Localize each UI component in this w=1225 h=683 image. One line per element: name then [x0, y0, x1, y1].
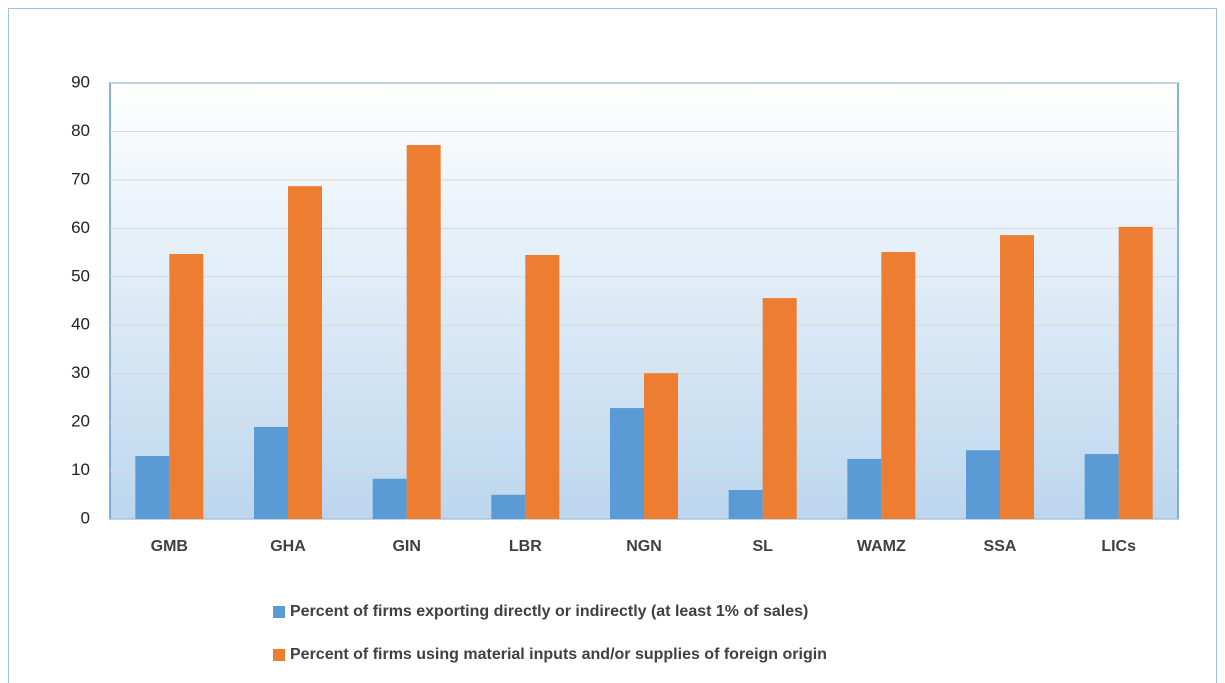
legend-label: Percent of firms exporting directly or i…	[290, 603, 808, 620]
legend-swatch	[273, 649, 285, 661]
y-tick-label: 40	[71, 315, 90, 334]
bar	[169, 254, 204, 519]
y-tick-label: 20	[71, 412, 90, 431]
bar	[288, 186, 322, 520]
y-tick-label: 10	[71, 460, 90, 479]
legend-swatch	[273, 606, 285, 618]
bar	[644, 373, 678, 519]
bar	[966, 450, 1000, 519]
x-tick-label: LBR	[509, 538, 542, 555]
x-tick-label: LICs	[1101, 538, 1136, 555]
bar	[525, 254, 560, 519]
x-tick-label: SSA	[984, 538, 1017, 555]
y-tick-label: 50	[71, 266, 90, 285]
y-tick-label: 80	[71, 121, 90, 140]
legend-label: Percent of firms using material inputs a…	[290, 646, 827, 663]
x-tick-label: NGN	[626, 538, 662, 555]
x-tick-label: WAMZ	[857, 538, 906, 555]
bar	[610, 408, 644, 519]
y-tick-label: 60	[71, 218, 90, 237]
x-tick-label: GHA	[270, 538, 306, 555]
bar	[762, 298, 797, 519]
bar	[254, 426, 288, 519]
bar	[847, 458, 882, 519]
bar	[1084, 454, 1119, 519]
x-tick-label: SL	[752, 538, 773, 555]
bar	[372, 478, 407, 519]
bar	[1000, 235, 1034, 520]
bar	[135, 456, 170, 519]
bar	[881, 252, 916, 519]
y-tick-label: 70	[71, 169, 90, 188]
y-tick-label: 30	[71, 363, 90, 382]
y-tick-label: 0	[81, 508, 90, 527]
bar	[728, 489, 763, 519]
bar	[491, 494, 526, 519]
bar	[1118, 226, 1153, 519]
x-tick-label: GMB	[151, 538, 188, 555]
chart-frame	[8, 8, 1217, 683]
y-tick-label: 90	[71, 72, 90, 91]
x-tick-label: GIN	[392, 538, 420, 555]
bar	[406, 145, 441, 519]
